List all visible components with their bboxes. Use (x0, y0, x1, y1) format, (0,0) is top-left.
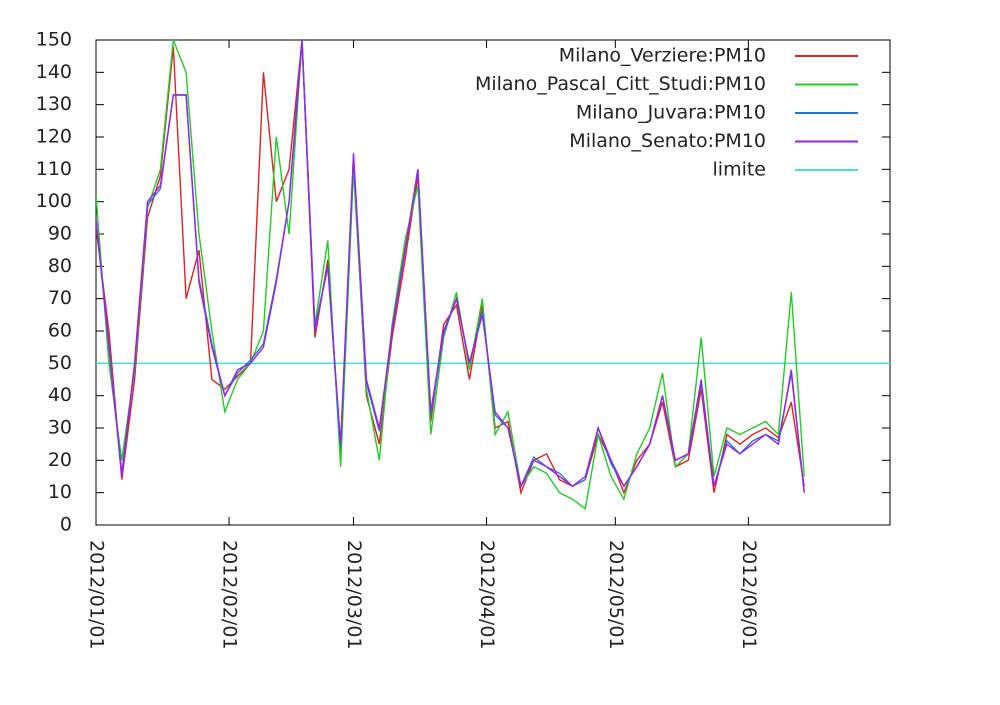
x-tick-label: 2012/05/01 (605, 540, 627, 650)
y-tick-label: 30 (48, 417, 72, 439)
legend-label: limite (713, 159, 766, 181)
y-tick-label: 20 (48, 449, 72, 471)
x-tick-label: 2012/04/01 (476, 540, 498, 650)
legend-label: Milano_Verziere:PM10 (559, 45, 766, 67)
legend-label: Milano_Juvara:PM10 (576, 102, 766, 124)
x-tick-label: 2012/03/01 (343, 540, 365, 650)
y-tick-label: 10 (48, 481, 72, 503)
plot-area (96, 40, 890, 511)
y-tick-label: 60 (48, 320, 72, 342)
y-tick-label: 100 (36, 190, 72, 212)
legend-label: Milano_Senato:PM10 (569, 130, 766, 152)
x-tick-label: 2012/01/01 (86, 540, 108, 650)
y-tick-label: 140 (36, 61, 72, 83)
y-tick-label: 90 (48, 223, 72, 245)
y-tick-label: 110 (36, 158, 72, 180)
y-tick-label: 50 (48, 352, 72, 374)
plot-frame (95, 39, 891, 526)
series-line (96, 40, 805, 493)
y-tick-label: 0 (60, 514, 72, 536)
y-tick-label: 150 (36, 29, 72, 51)
y-tick-label: 80 (48, 255, 72, 277)
y-tick-label: 70 (48, 287, 72, 309)
x-tick-label: 2012/02/01 (219, 540, 241, 650)
y-tick-label: 120 (36, 126, 72, 148)
x-tick-label: 2012/06/01 (738, 540, 760, 650)
legend-label: Milano_Pascal_Citt_Studi:PM10 (475, 73, 766, 95)
y-tick-label: 130 (36, 93, 72, 115)
y-tick-label: 40 (48, 384, 72, 406)
